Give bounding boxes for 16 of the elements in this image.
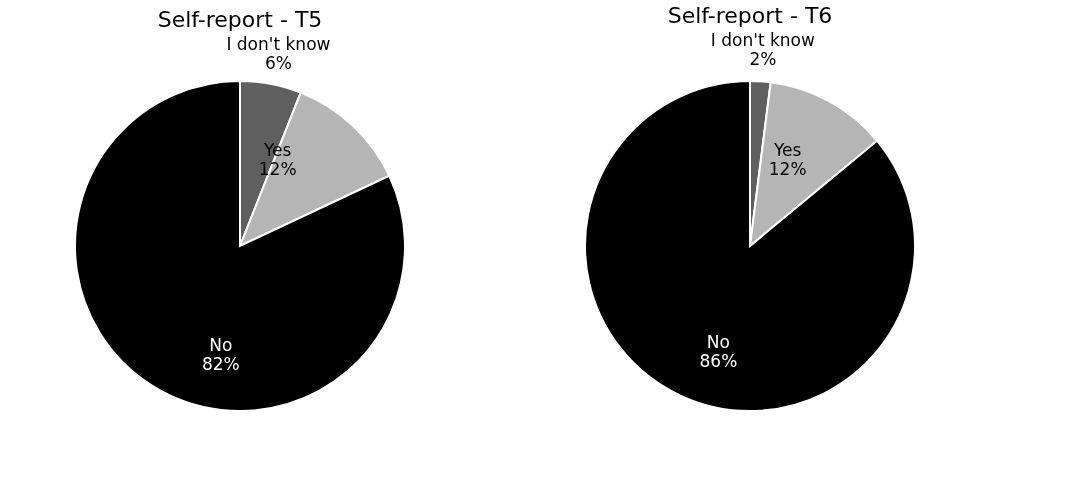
chart-title: Self-report - T6 bbox=[667, 3, 833, 29]
pie-slice bbox=[74, 80, 406, 412]
data-label: 2% bbox=[749, 49, 777, 70]
data-label: 86% bbox=[699, 351, 738, 372]
pie-slice bbox=[584, 80, 916, 412]
slice-label: Yes bbox=[262, 139, 292, 160]
slice-label: I don't know bbox=[710, 30, 815, 51]
slice-label: No bbox=[209, 335, 233, 356]
chart-title: Self-report - T5 bbox=[157, 6, 323, 32]
data-label: 6% bbox=[264, 52, 292, 73]
data-label: 12% bbox=[768, 158, 807, 179]
slice-label: I don't know bbox=[226, 33, 331, 54]
data-label: 12% bbox=[258, 158, 297, 179]
data-label: 82% bbox=[201, 354, 240, 375]
slice-label: No bbox=[706, 332, 730, 353]
slice-label: Yes bbox=[772, 139, 802, 160]
